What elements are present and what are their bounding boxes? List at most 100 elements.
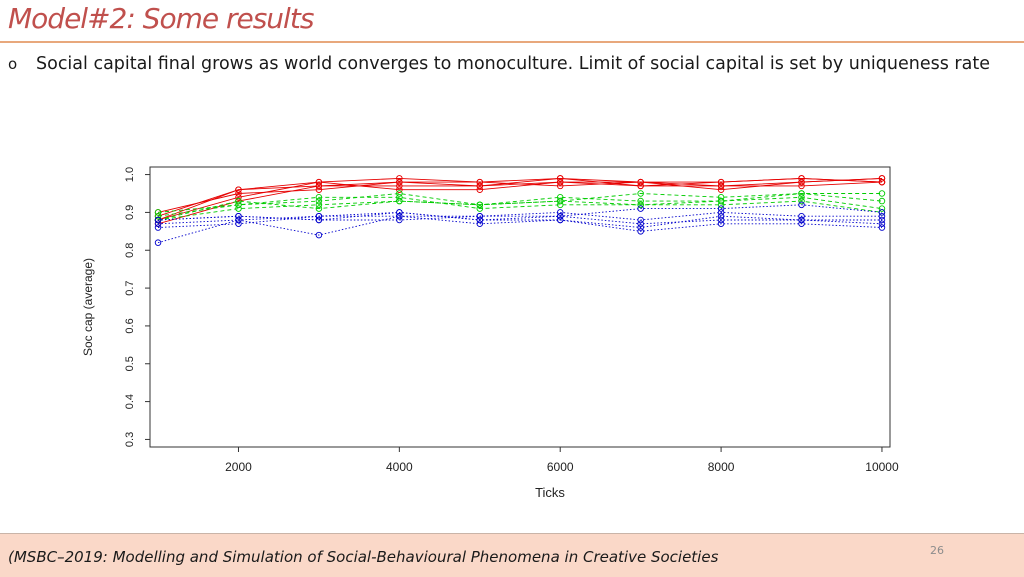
data-point-green-3 <box>878 205 886 212</box>
data-point-blue-4 <box>637 205 644 212</box>
data-point-green-1 <box>637 197 644 205</box>
data-point-blue-4 <box>717 205 725 212</box>
data-point-green-1 <box>878 190 886 197</box>
data-point-blue-3 <box>798 212 805 220</box>
data-point-blue-4 <box>315 216 323 224</box>
data-point-blue-5 <box>637 224 644 231</box>
data-point-green-3 <box>717 197 725 205</box>
x-tick-label: 10000 <box>865 460 899 474</box>
plot-frame <box>149 166 891 448</box>
x-axis-label: Ticks <box>535 485 565 500</box>
data-point-red-1 <box>235 194 242 201</box>
series-line-red-5 <box>157 177 883 221</box>
data-point-red-3 <box>396 182 403 190</box>
data-point-green-2 <box>315 201 323 209</box>
data-point-blue-4 <box>154 216 162 224</box>
data-point-blue-1 <box>637 228 644 235</box>
data-point-blue-5 <box>396 209 403 216</box>
data-point-green-4 <box>637 201 644 209</box>
data-point-blue-4 <box>878 209 886 216</box>
data-point-blue-2 <box>637 220 644 228</box>
data-point-blue-1 <box>476 220 484 228</box>
data-point-green-1 <box>556 194 564 201</box>
data-point-green-3 <box>154 209 162 216</box>
series-line-red-4 <box>157 177 883 213</box>
series-line-green-3 <box>157 196 883 213</box>
series-line-blue-3 <box>157 211 882 225</box>
data-point-blue-2 <box>878 216 886 224</box>
data-point-red-5 <box>396 186 403 193</box>
page-number: 26 <box>930 544 944 557</box>
data-point-red-5 <box>315 178 323 186</box>
data-point-blue-1 <box>154 239 162 246</box>
data-point-red-4 <box>315 186 323 193</box>
data-point-blue-5 <box>235 220 242 228</box>
data-point-blue-5 <box>556 216 564 224</box>
data-point-blue-4 <box>798 201 805 209</box>
data-point-green-4 <box>235 197 242 205</box>
series-line-green-1 <box>157 193 882 217</box>
x-tick-label: 6000 <box>547 460 574 474</box>
data-point-red-5 <box>235 186 242 193</box>
data-point-blue-1 <box>717 220 725 228</box>
data-point-blue-5 <box>798 216 805 224</box>
data-point-green-4 <box>396 197 403 205</box>
data-point-blue-5 <box>476 216 484 224</box>
data-point-blue-3 <box>637 216 644 224</box>
y-tick-label: 0.6 <box>124 318 136 333</box>
data-point-red-5 <box>556 178 564 186</box>
series-line-blue-2 <box>157 211 882 225</box>
data-point-red-4 <box>878 175 886 182</box>
data-point-green-1 <box>315 197 323 205</box>
data-point-red-5 <box>637 182 644 190</box>
data-point-blue-3 <box>235 216 242 224</box>
data-point-green-4 <box>476 201 484 209</box>
data-point-blue-5 <box>154 224 162 231</box>
data-point-blue-4 <box>396 216 403 224</box>
data-point-blue-5 <box>315 212 323 220</box>
data-point-red-4 <box>476 178 484 186</box>
data-point-red-4 <box>396 178 403 186</box>
data-point-green-3 <box>476 205 484 212</box>
data-point-green-4 <box>315 205 323 212</box>
data-point-red-5 <box>476 186 484 193</box>
data-point-green-4 <box>556 197 564 205</box>
data-point-green-2 <box>637 190 644 197</box>
data-point-blue-3 <box>717 209 725 216</box>
x-tick-label: 8000 <box>708 460 735 474</box>
x-tick-label: 2000 <box>225 460 252 474</box>
data-point-red-3 <box>315 182 323 190</box>
data-point-green-2 <box>878 197 886 205</box>
data-point-red-5 <box>798 175 805 182</box>
data-point-red-5 <box>878 178 886 186</box>
data-point-blue-3 <box>154 220 162 228</box>
data-point-red-3 <box>798 182 805 190</box>
x-tick-label: 4000 <box>386 460 413 474</box>
data-point-red-3 <box>717 182 725 190</box>
data-point-blue-1 <box>878 224 886 231</box>
data-point-blue-3 <box>396 212 403 220</box>
data-point-blue-5 <box>878 220 886 228</box>
bullet-text: Social capital final grows as world conv… <box>36 54 990 74</box>
footer-bar: (MSBC–2019: Modelling and Simulation of … <box>0 533 1024 577</box>
data-point-green-3 <box>798 194 805 201</box>
y-tick-label: 0.8 <box>124 243 136 258</box>
data-point-red-5 <box>717 178 725 186</box>
data-point-red-4 <box>556 182 564 190</box>
data-point-green-3 <box>556 201 564 209</box>
data-point-green-2 <box>798 190 805 197</box>
y-tick-label: 0.7 <box>124 280 136 295</box>
data-point-blue-4 <box>476 212 484 220</box>
series-line-blue-4 <box>157 204 883 221</box>
series-line-red-1 <box>157 177 883 221</box>
data-point-red-4 <box>717 186 725 193</box>
series-line-green-4 <box>157 200 883 221</box>
data-point-red-4 <box>235 190 242 197</box>
data-point-green-4 <box>798 197 805 205</box>
y-tick-label: 0.9 <box>124 205 136 220</box>
data-point-green-3 <box>315 194 323 201</box>
data-point-blue-4 <box>235 212 242 220</box>
data-point-blue-1 <box>798 220 805 228</box>
data-point-green-1 <box>154 212 162 220</box>
footer-citation: (MSBC–2019: Modelling and Simulation of … <box>8 548 719 566</box>
